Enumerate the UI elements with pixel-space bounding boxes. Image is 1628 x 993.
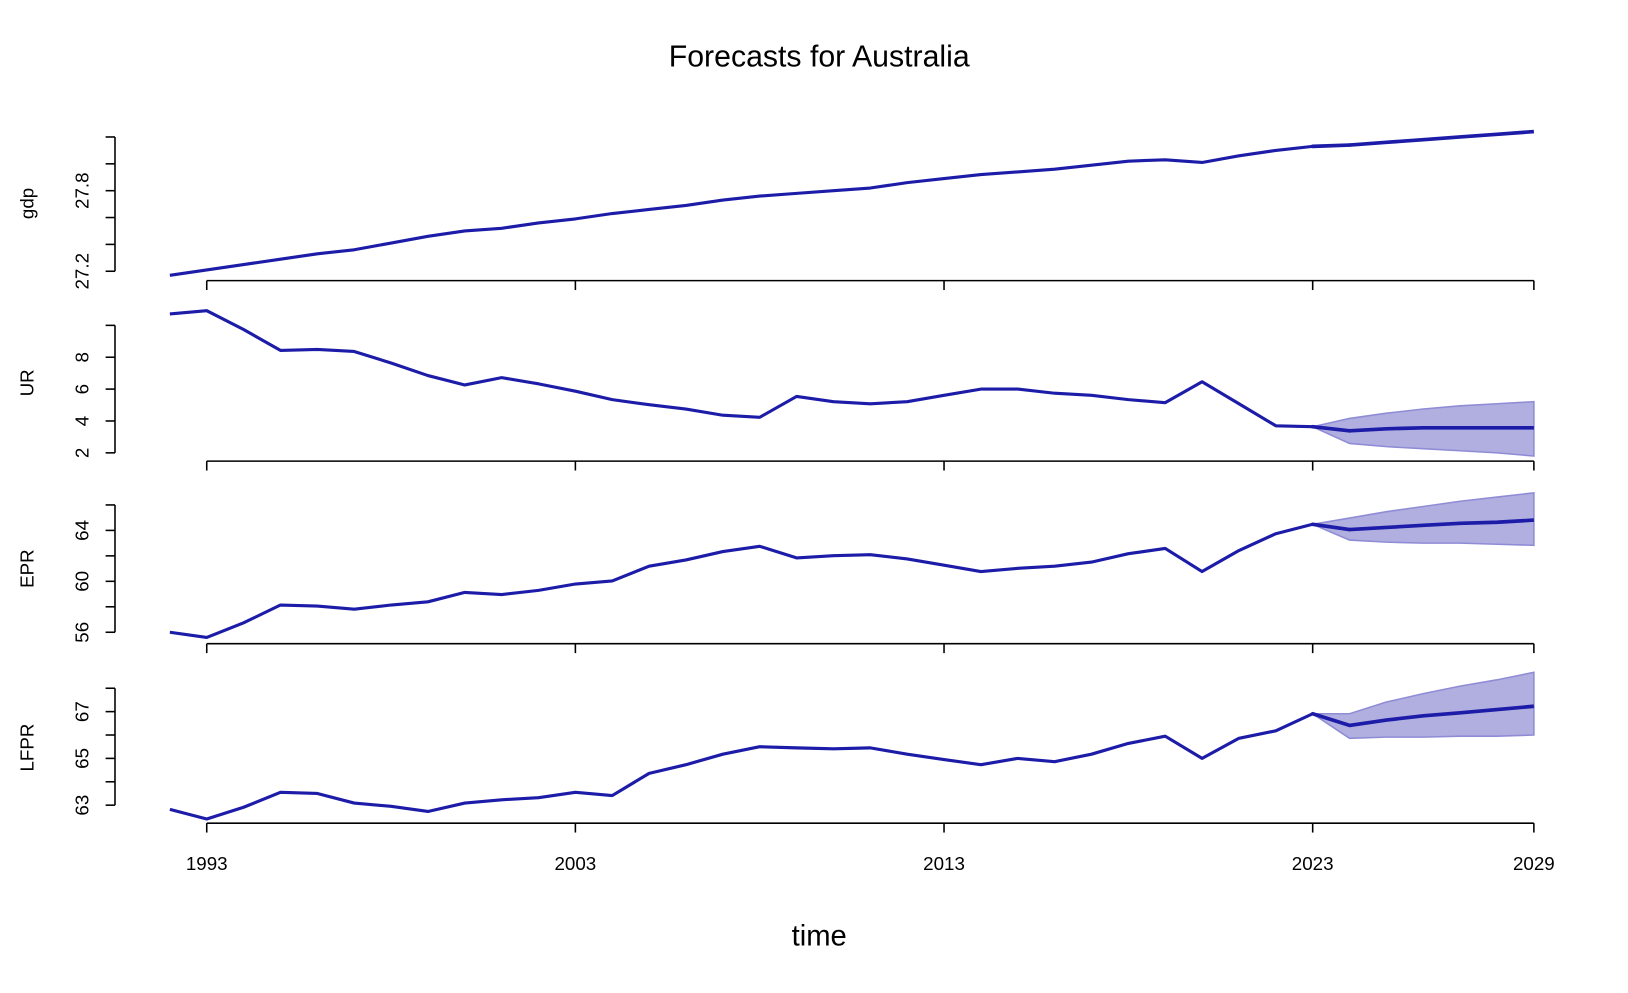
x-tick-label: 1993 [186, 853, 228, 874]
y-tick-label: 63 [72, 795, 93, 816]
x-axis-label: time [792, 921, 847, 953]
y-tick-label: 60 [72, 571, 93, 592]
x-tick-label: 2013 [923, 853, 965, 874]
y-tick-label: 65 [72, 748, 93, 769]
forecast-connector [1310, 143, 1352, 149]
y-tick-label: 2 [72, 448, 93, 458]
forecast-connector [1310, 522, 1352, 532]
y-axis-label: EPR [16, 549, 37, 588]
chart-title: Forecasts for Australia [669, 40, 970, 73]
forecast-line [1349, 426, 1534, 433]
y-axis-label: gdp [16, 188, 37, 219]
x-tick-label: 2029 [1513, 853, 1555, 874]
y-tick-label: 64 [72, 520, 93, 541]
y-tick-label: 4 [72, 416, 93, 426]
y-tick-label: 56 [72, 622, 93, 643]
history-line [169, 144, 1313, 277]
y-tick-label: 67 [72, 701, 93, 722]
x-tick-label: 2003 [555, 853, 597, 874]
y-tick-label: 27.8 [72, 172, 93, 209]
forecast-connector [1310, 424, 1352, 433]
forecast-line [1349, 704, 1535, 728]
history-line [169, 712, 1314, 821]
forecast-line [1349, 518, 1534, 532]
history-line [169, 522, 1314, 640]
history-line [169, 309, 1313, 429]
forecast-interval [1309, 491, 1535, 547]
y-tick-label: 6 [72, 384, 93, 394]
y-axis-label: LFPR [16, 724, 37, 772]
x-tick-label: 2023 [1292, 853, 1334, 874]
y-tick-label: 8 [72, 352, 93, 362]
forecast-connector [1310, 711, 1352, 728]
y-tick-label: 27.2 [72, 253, 93, 290]
y-axis-label: UR [16, 369, 37, 396]
forecast-line [1349, 129, 1535, 147]
